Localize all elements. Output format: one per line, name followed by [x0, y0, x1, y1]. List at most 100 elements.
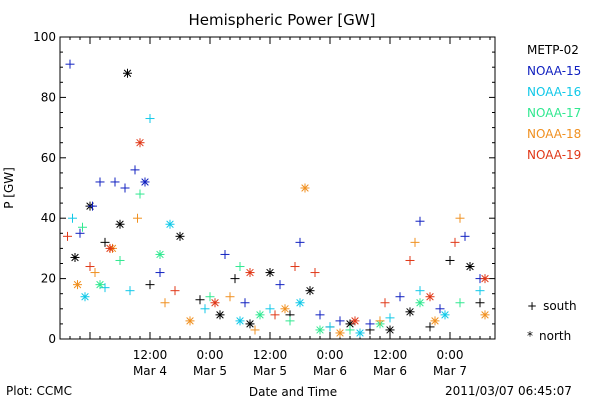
south-marker [75, 228, 85, 238]
north-marker [245, 319, 255, 329]
legend-item-noaa-18: NOAA-18 [527, 127, 582, 141]
south-marker [270, 310, 280, 320]
south-marker [95, 177, 105, 187]
north-marker [350, 316, 360, 326]
south-marker [285, 316, 295, 326]
north-marker [430, 316, 440, 326]
south-marker [435, 304, 445, 314]
plot-credit: Plot: CCMC [6, 384, 72, 398]
north-marker [305, 286, 315, 296]
y-tick-label: 100 [33, 30, 56, 44]
x-tick-date-label: Mar 5 [253, 364, 287, 378]
south-marker [133, 213, 142, 223]
south-marker [155, 268, 165, 278]
south-marker [78, 222, 87, 232]
north-marker [255, 310, 265, 320]
south-marker [145, 114, 155, 124]
south-marker [365, 319, 375, 329]
south-marker [380, 298, 390, 308]
south-marker [200, 304, 210, 314]
north-marker [140, 177, 150, 187]
legend-item-noaa-15: NOAA-15 [527, 64, 582, 78]
south-marker [100, 283, 110, 293]
y-tick-label: 80 [41, 90, 56, 104]
south-marker [445, 255, 455, 265]
north-marker [335, 328, 345, 338]
south-marker [170, 286, 180, 296]
north-marker [245, 268, 255, 278]
south-marker [290, 262, 300, 272]
south-marker [220, 249, 230, 259]
series-noaa-19 [63, 138, 490, 326]
legend-item-noaa-16: NOAA-16 [527, 85, 582, 99]
north-marker [210, 298, 220, 308]
y-tick-label: 60 [41, 151, 56, 165]
north-marker [385, 325, 395, 335]
x-tick-date-label: Mar 6 [313, 364, 347, 378]
south-marker [225, 292, 235, 302]
south-marker [130, 165, 140, 175]
marker-symbol: * [527, 329, 533, 343]
south-marker [145, 280, 155, 290]
north-marker [480, 310, 490, 320]
south-marker [250, 325, 260, 335]
south-marker [275, 280, 285, 290]
south-marker [63, 231, 72, 241]
south-marker [240, 298, 250, 308]
south-marker [120, 183, 130, 193]
series-noaa-15 [65, 59, 485, 329]
marker-legend-north: * north [527, 329, 571, 343]
south-marker [415, 216, 425, 226]
north-marker [165, 219, 175, 229]
x-tick-date-label: Mar 5 [193, 364, 227, 378]
north-marker [440, 310, 450, 320]
x-axis-label: Date and Time [249, 385, 337, 399]
south-marker [195, 295, 205, 305]
north-marker [123, 68, 132, 78]
marker-symbol: + [527, 299, 538, 313]
chart-title: Hemispheric Power [GW] [189, 11, 376, 29]
legend-item-noaa-19: NOAA-19 [527, 148, 582, 162]
x-axis: 12:00 Mar 4 0:00 Mar 5 12:00 Mar 5 0:00 Mar 6 12… [59, 37, 491, 378]
y-tick-label: 20 [41, 272, 56, 286]
north-marker [355, 328, 365, 338]
north-marker [405, 307, 415, 317]
north-marker [315, 325, 325, 335]
south-marker [88, 201, 97, 211]
north-marker [115, 219, 125, 229]
y-tick-label: 40 [41, 211, 56, 225]
x-tick-label: 12:00 [133, 348, 168, 362]
south-marker [265, 304, 275, 314]
south-marker [205, 292, 215, 302]
south-marker [455, 298, 465, 308]
south-marker [450, 237, 460, 247]
north-marker [300, 183, 310, 193]
south-marker [160, 298, 170, 308]
south-marker [410, 237, 420, 247]
y-axis-label: P [GW] [2, 167, 16, 209]
south-marker [235, 262, 245, 272]
south-marker [68, 213, 77, 223]
south-marker [405, 255, 415, 265]
y-tick-label: 0 [48, 332, 56, 346]
north-marker [280, 304, 290, 314]
south-marker [475, 286, 485, 296]
south-marker [85, 262, 95, 272]
south-marker [415, 286, 425, 296]
north-marker [73, 280, 82, 290]
x-tick-date-label: Mar 4 [133, 364, 167, 378]
north-marker [415, 298, 425, 308]
south-marker [295, 237, 305, 247]
x-tick-label: 12:00 [373, 348, 408, 362]
y-axis: 0 20 40 60 80 100 [33, 30, 495, 346]
series-noaa-17 [78, 189, 465, 335]
south-marker [335, 316, 345, 326]
south-marker [100, 237, 110, 247]
x-tick-date-label: Mar 6 [373, 364, 407, 378]
south-marker [460, 231, 470, 241]
series-metp-02 [70, 68, 485, 335]
marker-legend-south: + south [527, 299, 577, 313]
north-marker [135, 138, 145, 148]
